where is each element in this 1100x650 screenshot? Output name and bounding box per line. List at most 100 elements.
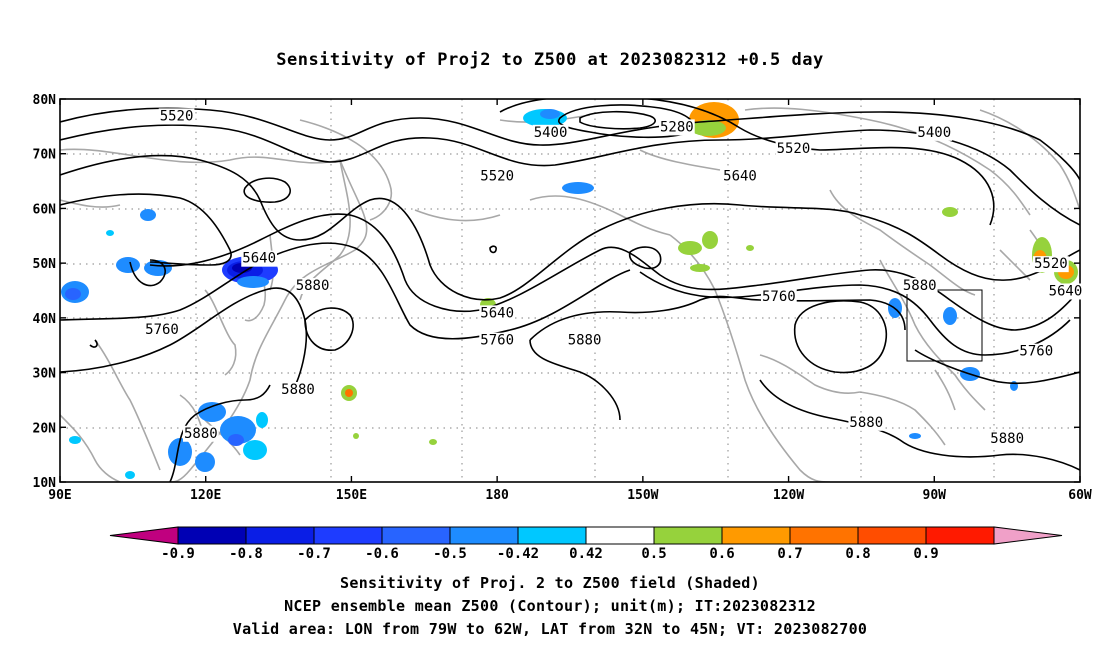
colorbar-low-arrow bbox=[109, 526, 179, 545]
contour-label: 5880 bbox=[849, 415, 883, 431]
contour-label: 5400 bbox=[534, 125, 568, 141]
sensitivity-patch bbox=[243, 440, 267, 460]
contour-line bbox=[129, 259, 166, 287]
colorbar-label: 0.42 bbox=[569, 546, 603, 562]
contour-line bbox=[499, 99, 995, 226]
colorbar-swatch bbox=[177, 526, 247, 545]
x-tick-label: 120W bbox=[773, 488, 804, 503]
sensitivity-patch bbox=[220, 416, 256, 444]
colorbar-label: -0.42 bbox=[497, 546, 539, 562]
y-tick-label: 50N bbox=[33, 257, 57, 272]
contour-label: 5880 bbox=[184, 426, 218, 442]
sensitivity-patch bbox=[690, 264, 710, 272]
contour-label-bg bbox=[280, 381, 316, 398]
y-tick-label: 60N bbox=[33, 202, 57, 217]
contour-line bbox=[489, 245, 497, 254]
contour-label: 5640 bbox=[242, 251, 276, 267]
contour-label: 5880 bbox=[568, 333, 602, 349]
x-tick-label: 60W bbox=[1068, 488, 1092, 503]
colorbar-swatch bbox=[857, 526, 927, 545]
sensitivity-patch bbox=[168, 438, 192, 466]
contour-line bbox=[60, 193, 232, 266]
contour-line bbox=[60, 242, 631, 340]
y-tick-label: 10N bbox=[33, 476, 57, 491]
chart-title: Sensitivity of Proj2 to Z500 at 20230823… bbox=[276, 50, 824, 70]
contour-label: 5640 bbox=[480, 305, 514, 321]
colorbar-swatch bbox=[313, 526, 383, 545]
caption-line-3: Valid area: LON from 79W to 62W, LAT fro… bbox=[232, 620, 868, 638]
contour-label: 5880 bbox=[296, 278, 330, 294]
contour-label: 5640 bbox=[1049, 284, 1083, 300]
contour-label: 5280 bbox=[660, 119, 694, 135]
contour-label-bg bbox=[479, 332, 516, 349]
sensitivity-patch bbox=[69, 436, 81, 444]
contour-line bbox=[639, 271, 1071, 356]
sensitivity-patch bbox=[65, 288, 81, 300]
contour-label-bg bbox=[479, 168, 516, 185]
contour-label: 5520 bbox=[480, 169, 514, 185]
colorbar-label: 0.6 bbox=[709, 546, 734, 562]
contour-label-bg bbox=[901, 278, 938, 295]
sensitivity-patch bbox=[140, 209, 156, 221]
contour-label: 5880 bbox=[281, 382, 315, 398]
coastlines bbox=[60, 107, 1080, 482]
contour-line bbox=[628, 246, 662, 270]
contour-label: 5520 bbox=[1034, 256, 1068, 272]
contour-line bbox=[89, 339, 98, 348]
valid-area-box bbox=[906, 289, 983, 362]
sensitivity-shading bbox=[61, 102, 1078, 479]
sensitivity-patch bbox=[198, 402, 226, 422]
colorbar-label: 0.9 bbox=[913, 546, 938, 562]
colorbar-swatch bbox=[721, 526, 791, 545]
contour-label-bg bbox=[144, 321, 180, 338]
sensitivity-patch bbox=[106, 230, 114, 236]
caption-line-1: Sensitivity of Proj. 2 to Z500 field (Sh… bbox=[340, 574, 760, 592]
contour-line bbox=[60, 287, 308, 396]
y-tick-label: 30N bbox=[33, 367, 57, 382]
sensitivity-patch bbox=[237, 276, 269, 288]
sensitivity-patch bbox=[195, 452, 215, 472]
contour-label-bg bbox=[241, 250, 278, 267]
contour-line bbox=[243, 177, 291, 203]
contour-label: 5520 bbox=[160, 108, 194, 124]
contour-line bbox=[529, 339, 621, 421]
contour-label-bg bbox=[916, 124, 953, 141]
contour-label-bg bbox=[158, 108, 195, 125]
contour-line bbox=[60, 154, 1080, 301]
colorbar-label: -0.6 bbox=[365, 546, 399, 562]
x-tick-label: 150W bbox=[627, 488, 658, 503]
sensitivity-patch bbox=[345, 389, 353, 397]
colorbar-swatch bbox=[653, 526, 723, 545]
contour-label: 5880 bbox=[990, 431, 1024, 447]
contour-label-bg bbox=[775, 141, 812, 158]
contour-label-bg bbox=[722, 168, 758, 185]
colorbar-swatch bbox=[789, 526, 859, 545]
colorbar-swatch bbox=[517, 526, 587, 545]
colorbar-swatch bbox=[925, 526, 995, 545]
z500-contours bbox=[60, 99, 1080, 482]
sensitivity-patch bbox=[702, 231, 718, 249]
y-tick-label: 70N bbox=[33, 148, 57, 163]
contour-line bbox=[149, 213, 1080, 331]
colorbar-label: -0.8 bbox=[229, 546, 263, 562]
contour-label-bg bbox=[989, 431, 1026, 448]
x-tick-label: 150E bbox=[336, 488, 367, 503]
contour-label: 5760 bbox=[762, 289, 796, 305]
colorbar-label: 0.7 bbox=[777, 546, 802, 562]
colorbar-label: -0.7 bbox=[297, 546, 331, 562]
sensitivity-patch bbox=[429, 439, 437, 445]
contour-labels: 5520 5400 5280 5520 5400 5520 5640 5640 5880 5640… bbox=[144, 108, 1084, 448]
sensitivity-patch bbox=[690, 120, 726, 136]
colorbar-swatch bbox=[381, 526, 451, 545]
contour-label-bg bbox=[658, 119, 695, 136]
x-tick-label: 120E bbox=[190, 488, 221, 503]
contour-label-bg bbox=[532, 124, 569, 141]
colorbar: -0.9 -0.8 -0.7 -0.6 -0.5 -0.42 0.42 0.5 0.6 0.7 0.… bbox=[109, 526, 1063, 562]
sensitivity-patch bbox=[228, 434, 244, 446]
colorbar-swatch bbox=[585, 526, 655, 545]
sensitivity-patch bbox=[562, 182, 594, 194]
contour-line bbox=[169, 384, 271, 482]
sensitivity-patch bbox=[678, 241, 702, 255]
sensitivity-patch bbox=[909, 433, 921, 439]
